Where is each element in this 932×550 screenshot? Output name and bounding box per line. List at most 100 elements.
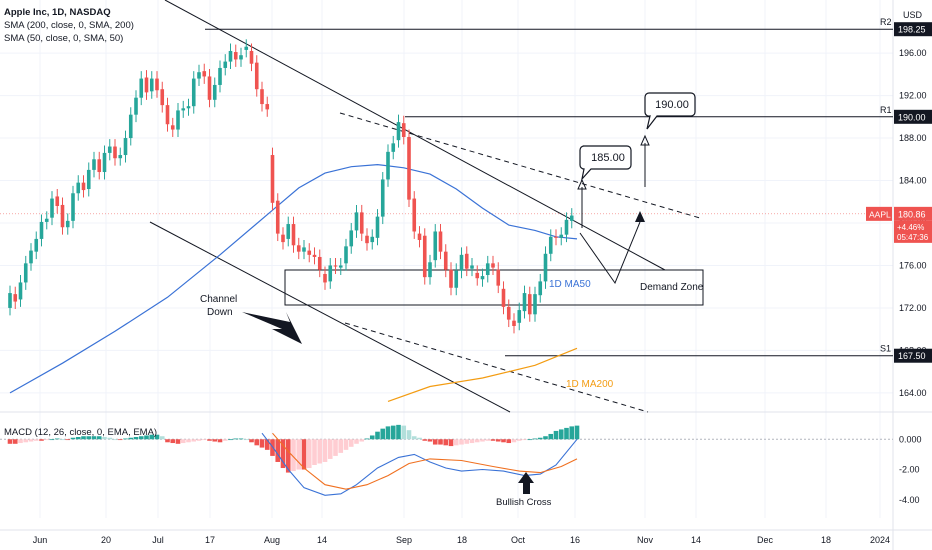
macd-histogram-bar [333, 439, 338, 456]
candle-body [296, 245, 301, 252]
macd-histogram-bar [469, 439, 475, 444]
candle-body [548, 236, 553, 254]
candle-body [139, 78, 144, 98]
macd-histogram-bar [249, 439, 254, 443]
candle-body [186, 106, 191, 109]
candle-body [197, 72, 201, 79]
signal-line [272, 432, 578, 490]
candle-body [191, 78, 196, 107]
x-tick-label: 18 [457, 535, 467, 545]
ma200-line [387, 347, 578, 402]
macd-histogram-bar [144, 435, 149, 440]
macd-histogram-bar [511, 439, 517, 443]
demand-zone-label: Demand Zone [640, 282, 704, 293]
x-tick-label: 20 [101, 535, 111, 545]
macd-histogram-bar [438, 439, 443, 445]
macd-histogram-bar [149, 434, 155, 440]
candle-body [39, 221, 44, 239]
candle-body [538, 281, 543, 296]
x-tick-label: Sep [396, 535, 412, 545]
candle-body [454, 270, 459, 288]
price-badge-sub [894, 220, 932, 243]
macd-histogram-bar [49, 439, 55, 441]
macd-histogram-bar [175, 439, 181, 444]
candle-body [233, 52, 238, 60]
target2-callout [644, 92, 696, 130]
legend-sma200: SMA (200, close, 0, SMA, 200) [4, 20, 134, 31]
price-badge [894, 348, 932, 363]
macd-histogram-bar [238, 438, 244, 440]
macd-histogram-bar [18, 439, 23, 444]
candle-body [307, 250, 312, 255]
price-tick-label: 176.00 [899, 260, 927, 270]
ticker-tag-label: AAPL [869, 209, 891, 219]
macd-histogram-bar [207, 439, 212, 441]
candle-body [564, 219, 569, 235]
target1-label: 185.00 [591, 152, 625, 164]
macd-histogram-bar [44, 439, 50, 441]
macd-histogram-bar [417, 437, 422, 440]
candle-body [86, 169, 91, 190]
macd-histogram-bar [102, 436, 107, 440]
candle-body [76, 182, 81, 194]
candle-body [480, 276, 485, 280]
x-tick-label: 2024 [870, 535, 890, 545]
x-tick-label: 14 [317, 535, 327, 545]
x-tick-label: Jul [152, 535, 164, 545]
macd-histogram-bar [123, 438, 128, 440]
candle-body [459, 254, 464, 271]
candle-body [176, 110, 180, 130]
macd-histogram-bar [343, 439, 349, 450]
macd-histogram-bar [459, 439, 464, 445]
macd-histogram-bar [264, 439, 270, 450]
channel-lower-dashed [344, 322, 649, 413]
candle-body [144, 77, 149, 93]
macd-histogram-bar [527, 439, 533, 441]
candle-body [81, 182, 86, 191]
macd-histogram-bar [291, 439, 296, 472]
candle-body [569, 215, 574, 221]
macd-histogram-bar [501, 439, 506, 443]
macd-histogram-bar [569, 426, 575, 440]
macd-histogram-bar [23, 439, 29, 443]
candle-body [92, 159, 96, 170]
candle-body [29, 250, 33, 264]
candle-body [155, 78, 159, 91]
channel-label-line1: Channel [200, 294, 237, 305]
candle-body [496, 269, 501, 286]
macd-histogram-bar [107, 437, 113, 440]
macd-histogram-bar [296, 439, 302, 470]
macd-histogram-bar [327, 439, 333, 459]
candle-body [55, 196, 60, 206]
macd-histogram-bar [532, 438, 538, 440]
macd-histogram-bar [317, 439, 323, 464]
candle-body [501, 288, 506, 307]
price-badge-label: 167.50 [898, 351, 926, 361]
macd-histogram-bar [60, 439, 65, 441]
macd-histogram-bar [233, 438, 239, 440]
target1-callout [579, 145, 632, 182]
macd-histogram-bar [495, 439, 501, 442]
candle-body [485, 263, 490, 276]
x-tick-label: 18 [821, 535, 831, 545]
projection-path [579, 221, 641, 285]
price-tick-label: 184.00 [899, 176, 927, 186]
macd-histogram-bar [191, 439, 197, 442]
target1-arrowhead [577, 178, 587, 190]
macd-histogram-bar [432, 439, 438, 445]
macd-histogram-bar [338, 439, 344, 453]
target2-arrowhead [640, 134, 650, 146]
macd-histogram-bar [96, 436, 102, 440]
macd-histogram-bar [522, 439, 527, 441]
x-tick-label: Dec [757, 535, 774, 545]
macd-histogram-bar [12, 439, 18, 444]
candle-body [443, 251, 448, 270]
candle-body [291, 224, 296, 246]
price-badge [894, 22, 932, 37]
candle-body [50, 198, 54, 218]
macd-histogram-bar [354, 439, 359, 444]
candle-body [254, 62, 259, 90]
macd-histogram-bar [506, 439, 512, 444]
candle-body [470, 265, 474, 269]
